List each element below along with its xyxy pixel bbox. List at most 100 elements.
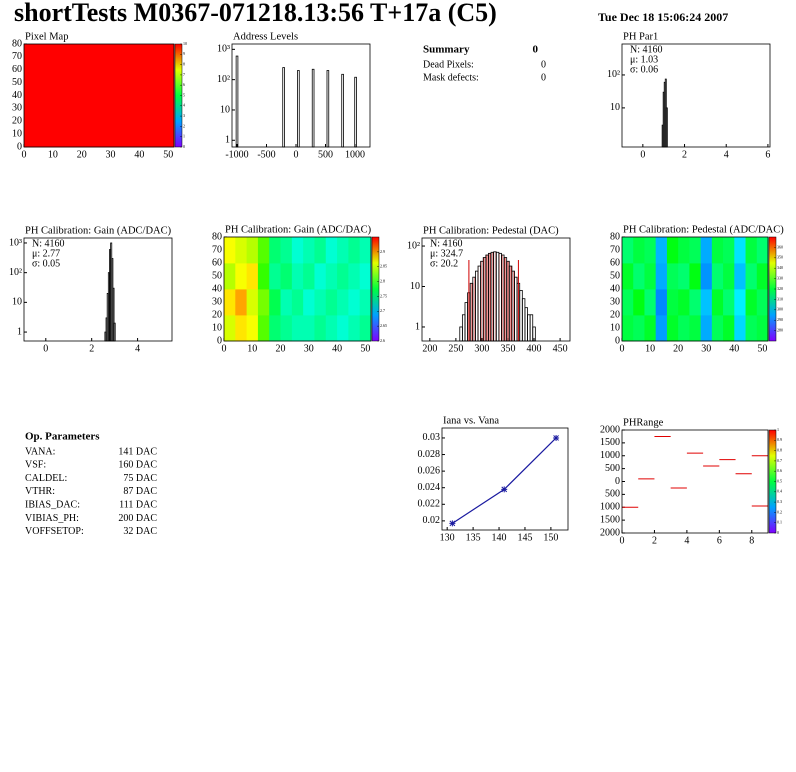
z-tick-label: 2.7 [380,308,385,313]
y-tick-label: 10 [212,322,222,333]
z-tick-label: 0.7 [777,458,782,463]
heat-cell [337,237,349,264]
heat-cell [224,237,236,264]
y-tick-label: 60 [12,64,22,75]
plot-frame [421,237,571,342]
heat-cell [689,289,702,316]
x-tick-label: 10 [48,149,58,160]
x-tick-label: 0 [22,149,27,160]
heat-cell [291,263,304,290]
x-tick-label: 10 [645,343,655,354]
panel-title: Address Levels [233,31,298,42]
x-tick-label: 0 [620,535,625,546]
y-tick-label: 10³ [9,237,22,248]
x-tick-label: 0 [294,149,299,160]
heat-cell [99,44,137,71]
y-tick-label: 10 [610,102,620,113]
z-tick-label: 0 [183,144,185,149]
x-tick-label: 6 [765,149,770,160]
heat-cell [734,263,746,290]
heat-cell [99,121,137,148]
x-tick-label: 300 [474,343,489,354]
op-value: 111 DAC [119,499,157,510]
hist-bar [341,73,344,148]
hist-bar [326,70,330,148]
z-tick-label: 290 [777,317,783,322]
line [452,437,557,524]
op-value: 32 DAC [123,526,157,537]
x-tick-label: 145 [517,532,532,543]
x-tick-label: 250 [448,343,463,354]
summary-value: 0 [541,59,546,70]
y-tick-label: 2000 [600,424,620,435]
op-label: CALDEL: [25,473,67,484]
stat-line: σ: 0.05 [32,258,60,269]
heat-cell [678,237,690,264]
plot-frame [231,43,371,148]
heat-cell [224,263,236,290]
heat-cell [280,237,293,264]
y-tick-label: 500 [605,463,620,474]
heat-cell [745,289,758,316]
z-tick-label: 330 [777,276,783,281]
y-tick-label: 0 [17,141,22,152]
heat-cell [257,263,270,290]
heat-cell [269,315,281,342]
heat-cell [224,289,236,316]
stat-line: μ: 1.03 [630,54,658,65]
heat-cell [337,263,349,290]
y-tick-label: 30 [12,103,22,114]
panel-title: PH Par1 [623,31,658,42]
heat-cell [678,263,690,290]
x-tick-label: 20 [673,343,683,354]
heat-cell [678,315,690,342]
heat-cell [314,263,327,290]
heat-cell [337,315,349,342]
x-tick-label: 20 [77,149,87,160]
op-value: 87 DAC [123,486,157,497]
hist-bar [311,68,315,148]
z-tick-label: 350 [777,255,783,260]
y-tick-label: 10² [217,74,230,85]
z-tick-label: 0.3 [777,499,782,504]
y-tick-label: 1500 [600,437,620,448]
y-tick-label: 80 [212,231,222,242]
x-tick-label: 50 [163,149,173,160]
heat-cell [246,289,259,316]
z-tick-label: 0.1 [777,520,782,525]
heat-cell [269,237,281,264]
stat-line: N: 4160 [630,44,663,55]
heat-cell [257,315,270,342]
marker [449,520,456,527]
heat-cell [235,315,248,342]
stat-line: μ: 2.77 [32,248,60,259]
heat-cell [711,237,724,264]
heat-cell [689,315,702,342]
heat-cell [246,263,259,290]
heat-cell [257,237,270,264]
heat-cell [633,315,645,342]
y-tick-label: 40 [12,90,22,101]
panel-title: Iana vs. Vana [443,415,499,426]
z-tick-label: 0.8 [777,448,782,453]
z-tick-label: 2.8 [380,278,385,283]
op-parameters: Op. Parameters [25,431,100,443]
x-tick-label: 40 [729,343,739,354]
heat-cell [24,69,62,96]
summary-value: 0 [541,72,546,83]
y-tick-label: 30 [212,296,222,307]
heat-cell [136,69,175,96]
summary-title: Summary [423,44,470,56]
heat-cell [655,289,668,316]
heat-cell [723,263,735,290]
y-tick-label: 0.03 [423,432,441,443]
summary-label: Dead Pixels: [423,59,474,70]
heat-cell [745,237,758,264]
heat-cell [689,237,702,264]
z-tick-label: 8 [183,62,185,67]
heat-cell [756,263,769,290]
heat-cell [61,95,100,122]
y-tick-label: 20 [610,309,620,320]
heat-cell [745,315,758,342]
